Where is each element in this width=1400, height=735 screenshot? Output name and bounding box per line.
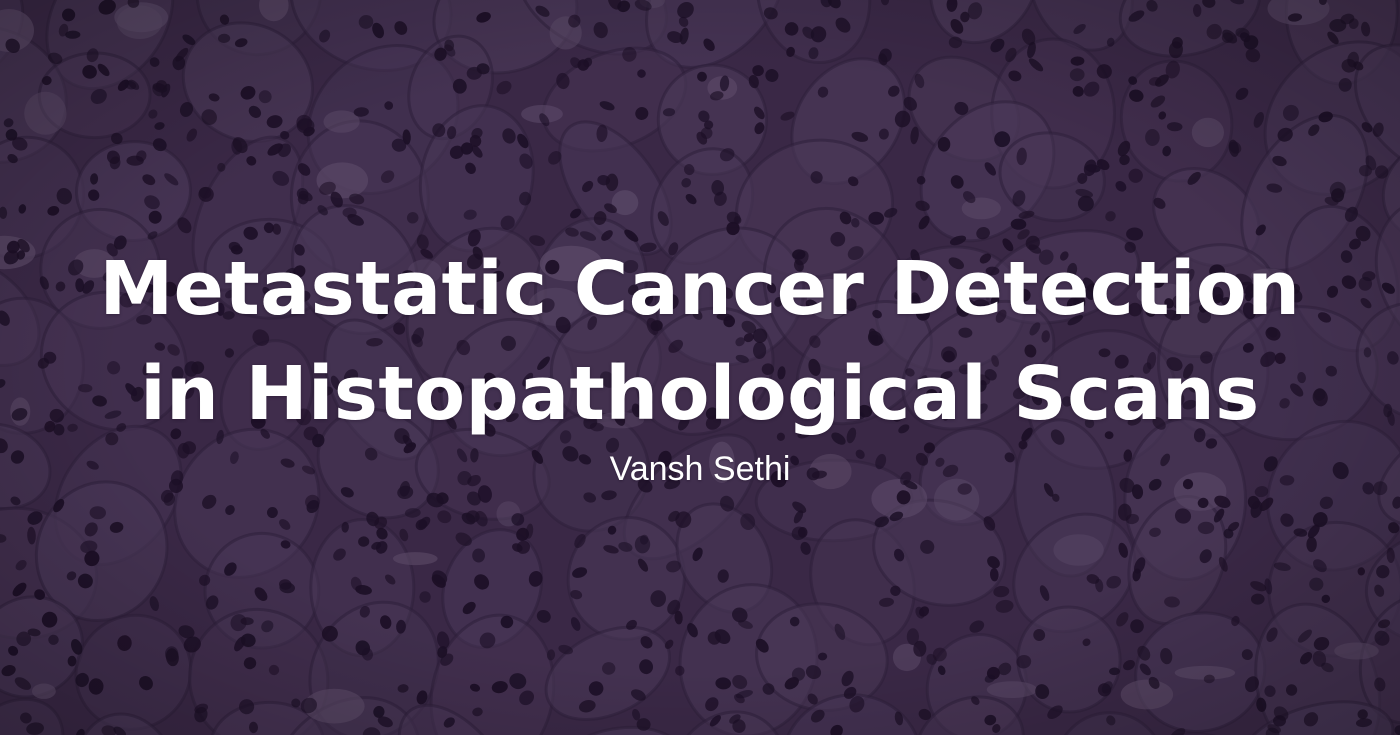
title-line-1: Metastatic Cancer Detection: [99, 246, 1301, 332]
author-name: Vansh Sethi: [609, 450, 791, 488]
title-line-2: in Histopathological Scans: [140, 351, 1260, 437]
